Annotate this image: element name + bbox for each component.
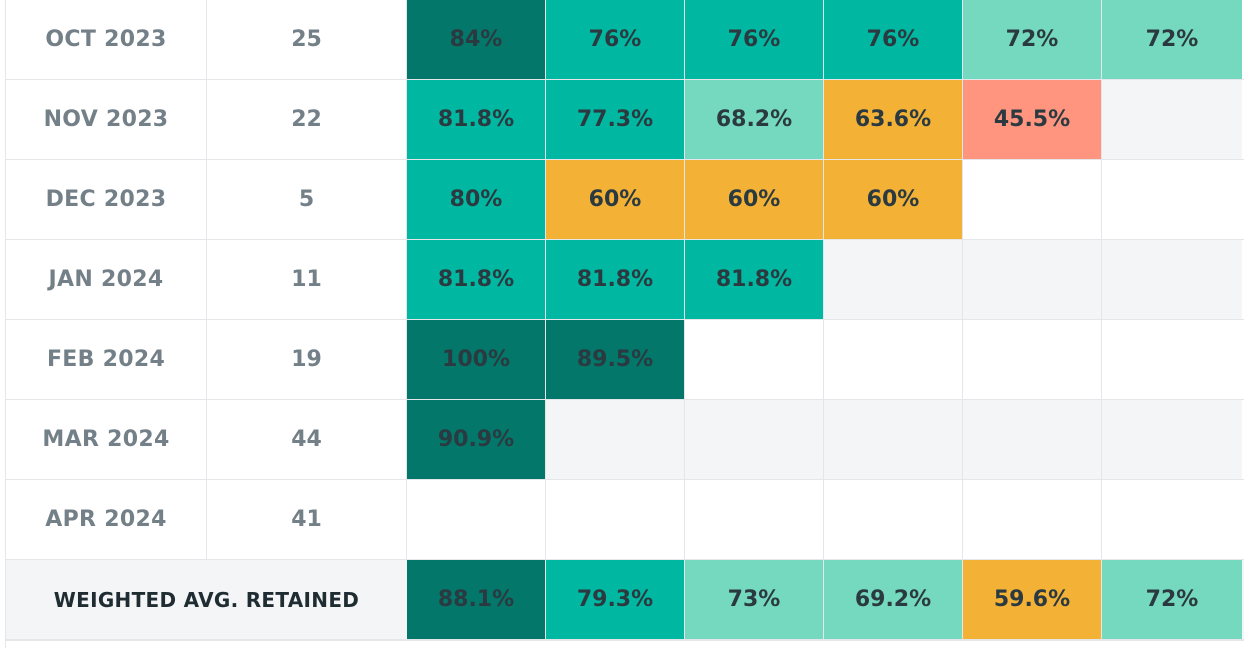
- retention-cell: 77.3%: [546, 80, 685, 159]
- retention-cell: 81.8%: [407, 80, 546, 159]
- table-bottom-divider: [6, 640, 1244, 649]
- table-row: DEC 2023 5 80% 60% 60% 60%: [6, 160, 1244, 240]
- cohort-label: DEC 2023: [6, 160, 207, 239]
- summary-label: WEIGHTED AVG. RETAINED: [53, 587, 360, 612]
- table-row: MAR 2024 44 90.9%: [6, 400, 1244, 480]
- retention-cell: [1102, 400, 1242, 479]
- retention-cell: [546, 480, 685, 559]
- retention-cell: 45.5%: [963, 80, 1102, 159]
- retention-cell: [963, 320, 1102, 399]
- retention-cell: [546, 400, 685, 479]
- cohort-label: FEB 2024: [6, 320, 207, 399]
- retention-cell: [963, 480, 1102, 559]
- summary-cell: 72%: [1102, 560, 1242, 639]
- cohort-count: 25: [207, 0, 407, 79]
- retention-cell: 72%: [1102, 0, 1242, 79]
- cohort-label: APR 2024: [6, 480, 207, 559]
- retention-cell: 84%: [407, 0, 546, 79]
- summary-cell: 79.3%: [546, 560, 685, 639]
- summary-row: WEIGHTED AVG. RETAINED 88.1% 79.3% 73% 6…: [6, 560, 1244, 640]
- retention-cell: 60%: [546, 160, 685, 239]
- retention-cell: [963, 400, 1102, 479]
- table-row: APR 2024 41: [6, 480, 1244, 560]
- table-row: NOV 2023 22 81.8% 77.3% 68.2% 63.6% 45.5…: [6, 80, 1244, 160]
- retention-cell: [1102, 240, 1242, 319]
- cohort-label: MAR 2024: [6, 400, 207, 479]
- retention-cell: 60%: [824, 160, 963, 239]
- retention-cell: [824, 480, 963, 559]
- cohort-label: NOV 2023: [6, 80, 207, 159]
- retention-cell: [963, 240, 1102, 319]
- retention-cohort-table: OCT 2023 25 84% 76% 76% 76% 72% 72% NOV …: [5, 0, 1244, 649]
- retention-cell: 81.8%: [685, 240, 824, 319]
- retention-cell: 60%: [685, 160, 824, 239]
- summary-cell: 73%: [685, 560, 824, 639]
- table-row: JAN 2024 11 81.8% 81.8% 81.8%: [6, 240, 1244, 320]
- retention-cell: [1102, 80, 1242, 159]
- retention-cell: 76%: [546, 0, 685, 79]
- retention-cell: 76%: [824, 0, 963, 79]
- retention-cell: 68.2%: [685, 80, 824, 159]
- retention-cell: 63.6%: [824, 80, 963, 159]
- cohort-count: 11: [207, 240, 407, 319]
- retention-cell: 81.8%: [546, 240, 685, 319]
- retention-cell: 80%: [407, 160, 546, 239]
- summary-cell: 88.1%: [407, 560, 546, 639]
- retention-cell: 90.9%: [407, 400, 546, 479]
- retention-cell: [824, 240, 963, 319]
- retention-cell: [1102, 160, 1242, 239]
- retention-cell: [685, 320, 824, 399]
- retention-cell: [1102, 480, 1242, 559]
- cohort-count: 19: [207, 320, 407, 399]
- retention-cell: 89.5%: [546, 320, 685, 399]
- retention-cell: 76%: [685, 0, 824, 79]
- cohort-count: 41: [207, 480, 407, 559]
- retention-cell: [1102, 320, 1242, 399]
- retention-cell: [824, 320, 963, 399]
- retention-cell: [407, 480, 546, 559]
- table-row: OCT 2023 25 84% 76% 76% 76% 72% 72%: [6, 0, 1244, 80]
- summary-cell: 59.6%: [963, 560, 1102, 639]
- cohort-count: 5: [207, 160, 407, 239]
- retention-cell: [824, 400, 963, 479]
- cohort-count: 44: [207, 400, 407, 479]
- cohort-label: JAN 2024: [6, 240, 207, 319]
- cohort-label: OCT 2023: [6, 0, 207, 79]
- retention-cell: [685, 480, 824, 559]
- retention-cell: [963, 160, 1102, 239]
- summary-cell: 69.2%: [824, 560, 963, 639]
- cohort-count: 22: [207, 80, 407, 159]
- retention-cell: 72%: [963, 0, 1102, 79]
- retention-cell: [685, 400, 824, 479]
- retention-cell: 100%: [407, 320, 546, 399]
- table-row: FEB 2024 19 100% 89.5%: [6, 320, 1244, 400]
- retention-cell: 81.8%: [407, 240, 546, 319]
